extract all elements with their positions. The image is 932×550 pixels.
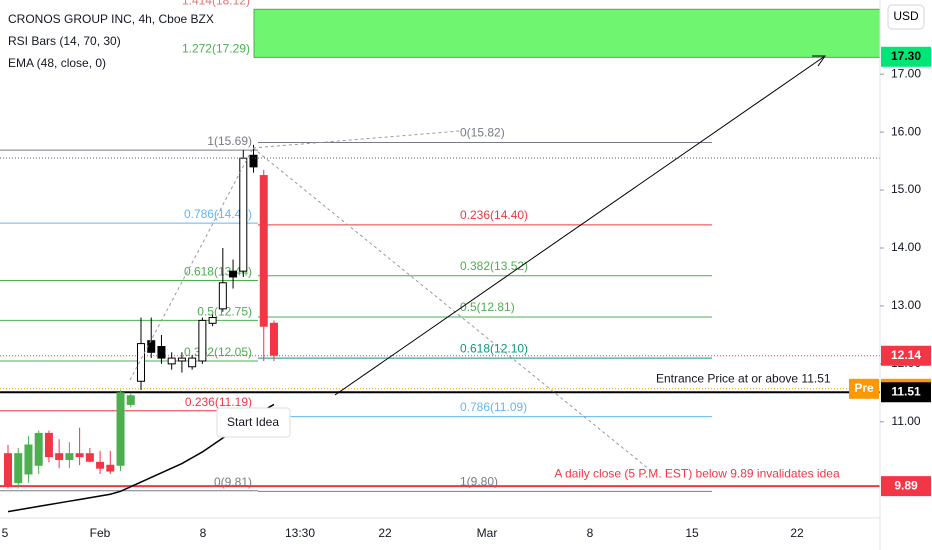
fib-diagonal bbox=[252, 130, 461, 149]
candle-body bbox=[85, 453, 94, 462]
price-tag-label: 12.14 bbox=[891, 348, 921, 362]
candle-body bbox=[177, 357, 186, 362]
candle-body bbox=[96, 461, 105, 469]
candle-body bbox=[24, 444, 33, 475]
y-tick-label: 17.00 bbox=[891, 66, 921, 80]
candle-body bbox=[208, 317, 217, 324]
invalidation-label: A daily close (5 P.M. EST) below 9.89 in… bbox=[554, 466, 840, 480]
currency[interactable]: USD bbox=[893, 9, 919, 23]
candle-body bbox=[116, 392, 125, 466]
x-tick-label: 5 bbox=[2, 526, 9, 540]
target-arrow bbox=[334, 55, 826, 396]
candle-body bbox=[167, 357, 176, 365]
x-tick-label: 22 bbox=[790, 526, 804, 540]
fib-label: 0.236(11.19) bbox=[185, 395, 252, 409]
price-tag-label: 9.89 bbox=[894, 478, 918, 492]
candle-body bbox=[14, 453, 23, 484]
x-tick-label: 8 bbox=[587, 526, 594, 540]
fib-label: 1(15.69) bbox=[207, 134, 252, 148]
candle-body bbox=[229, 270, 238, 278]
candle-body bbox=[188, 357, 197, 368]
fib-label: 1.414(18.12) bbox=[182, 0, 250, 7]
candle-body bbox=[198, 319, 207, 362]
fib-label: 0.382(13.52) bbox=[460, 259, 528, 273]
candle-body bbox=[44, 432, 53, 458]
price-tag-label: 11.51 bbox=[891, 384, 921, 398]
candle-body bbox=[157, 345, 166, 359]
target-zone bbox=[253, 8, 881, 58]
candle-body bbox=[259, 175, 268, 327]
candle-body bbox=[55, 453, 64, 460]
candle-body bbox=[4, 453, 12, 487]
overlay: CRONOS GROUP INC, 4h, Cboe BZX RSI Bars (… bbox=[8, 12, 291, 438]
candle-body bbox=[136, 343, 145, 382]
candle-body bbox=[239, 157, 248, 272]
fib-label: 1(9.80) bbox=[460, 475, 498, 489]
fib-diagonal bbox=[252, 147, 651, 471]
candle-body bbox=[75, 453, 84, 458]
x-tick-label: 13:30 bbox=[285, 526, 315, 540]
candle-body bbox=[269, 322, 278, 356]
y-tick-label: 15.00 bbox=[891, 182, 921, 196]
x-tick-label: Feb bbox=[90, 526, 111, 540]
legend-text: EMA (48, close, 0) bbox=[8, 56, 106, 70]
fib-label: 0(15.82) bbox=[460, 126, 505, 140]
legend-text: CRONOS GROUP INC, 4h, Cboe BZX bbox=[8, 12, 214, 26]
fib-label: 1.272(17.29) bbox=[182, 42, 250, 56]
fib-label: 0.236(14.40) bbox=[460, 208, 528, 222]
candle-body bbox=[34, 432, 43, 466]
start-idea: Start Idea bbox=[227, 415, 279, 429]
plot: 1.414(18.12)1.272(17.29)1(15.69)0.786(14… bbox=[0, 0, 881, 513]
pre-tag bbox=[849, 378, 879, 399]
y-tick-label: 13.00 bbox=[891, 298, 921, 312]
fib-label: 0.786(11.09) bbox=[460, 400, 527, 414]
fib-label: 0.5(12.81) bbox=[460, 300, 515, 314]
candle-body bbox=[106, 464, 115, 472]
x-tick-label: 8 bbox=[200, 526, 207, 540]
fib-label: 0.382(12.05) bbox=[184, 345, 252, 359]
axes: 11.0012.0013.0014.0015.0016.0017.005Feb8… bbox=[2, 46, 931, 540]
price-tag bbox=[881, 476, 931, 497]
pre-label: Pre bbox=[854, 381, 874, 395]
candle-body bbox=[218, 282, 227, 310]
price-tag bbox=[881, 46, 931, 67]
x-tick-label: 15 bbox=[685, 526, 699, 540]
y-tick-label: 14.00 bbox=[891, 240, 921, 254]
x-tick-label: 22 bbox=[378, 526, 392, 540]
candle-body bbox=[65, 453, 74, 460]
price-axis bbox=[880, 0, 932, 550]
currency-button[interactable] bbox=[887, 4, 925, 30]
arrow-head bbox=[812, 55, 826, 67]
price-tag bbox=[881, 345, 931, 366]
fib-label: 0.618(12.10) bbox=[460, 341, 528, 355]
entrance-label: Entrance Price at or above 11.51 bbox=[656, 371, 831, 385]
start-idea-box bbox=[216, 407, 291, 438]
price-tag-label: 17.30 bbox=[891, 49, 921, 63]
candle-body bbox=[126, 395, 135, 405]
legend-text: RSI Bars (14, 70, 30) bbox=[8, 34, 121, 48]
candle-body bbox=[147, 340, 156, 353]
time-axis bbox=[0, 518, 880, 550]
y-tick-label: 11.00 bbox=[891, 414, 920, 428]
fib-label: 0.5(12.75) bbox=[197, 305, 252, 319]
price-tag bbox=[881, 382, 931, 403]
x-tick-label: Mar bbox=[477, 526, 498, 540]
fib-diagonal bbox=[129, 147, 254, 381]
candle-body bbox=[249, 154, 258, 168]
y-tick-label: 16.00 bbox=[891, 124, 921, 138]
